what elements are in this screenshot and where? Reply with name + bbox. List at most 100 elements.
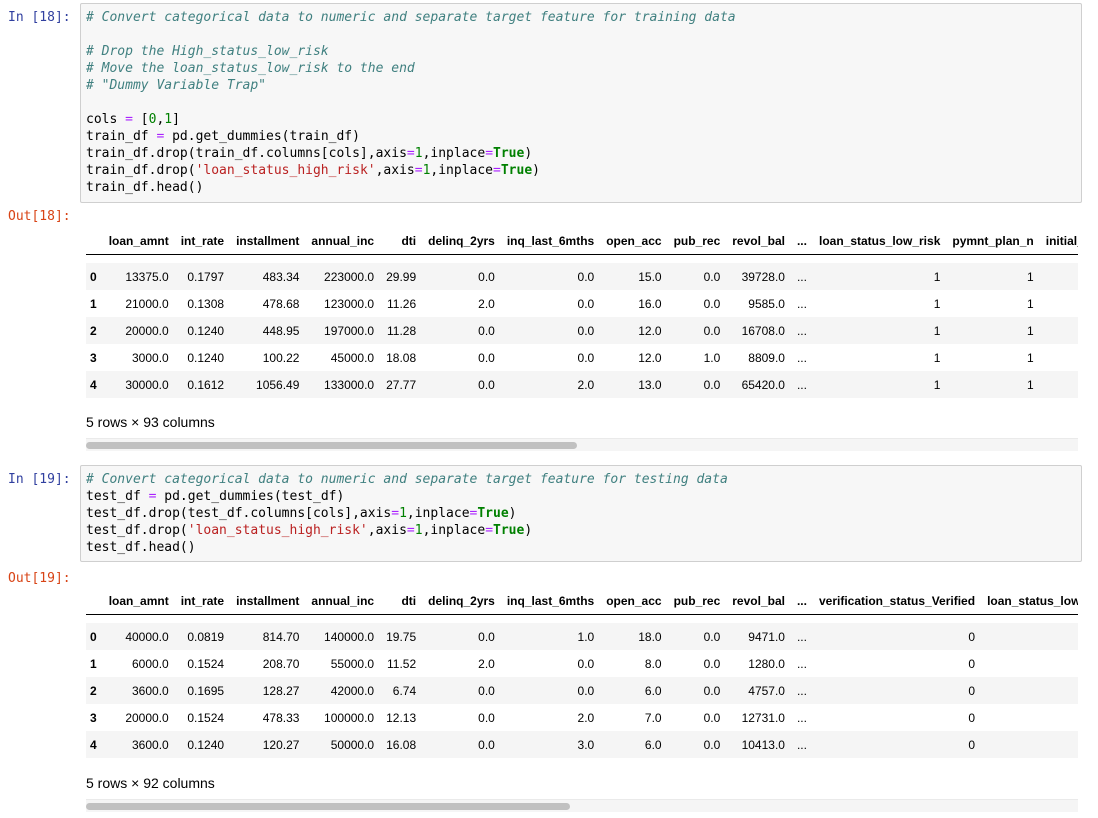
- code-line: test_df.drop(test_df.columns[cols],axis=…: [86, 505, 1076, 522]
- column-header: dti: [401, 234, 417, 248]
- table-cell: ...: [796, 323, 807, 338]
- table-cell: 50000.0: [330, 737, 375, 752]
- table-cell: 7.0: [644, 710, 662, 725]
- code-token: =: [493, 163, 501, 178]
- code-token: ,: [156, 112, 165, 127]
- table-cell: 1280.0: [748, 656, 785, 671]
- table-cell: 3600.0: [132, 737, 169, 752]
- table-row: 3 3000.0 0.1240 100.22 45000.0 18.08 0.0 0.0 12.…: [86, 344, 1078, 371]
- code-token: test_df.drop(: [86, 523, 188, 538]
- table-row: 3 20000.0 0.1524 478.33 100000.0 12.13 0.0 2.0 7…: [86, 704, 1078, 731]
- code-token: 1: [414, 523, 423, 538]
- table-cell: 0.0: [703, 737, 721, 752]
- code-token: cols: [86, 112, 126, 127]
- table-cell: 3600.0: [132, 683, 169, 698]
- code-token: =: [406, 146, 415, 161]
- table-cell: 1.0: [703, 350, 721, 365]
- code-token: # Convert categorical data to numeric an…: [86, 10, 736, 25]
- code-cell-input[interactable]: # Convert categorical data to numeric an…: [80, 465, 1082, 562]
- table-cell: 120.27: [262, 737, 300, 752]
- table-cell: 3000.0: [132, 350, 169, 365]
- table-cell: 0.0: [577, 350, 595, 365]
- table-cell: 483.34: [262, 269, 300, 284]
- horizontal-scrollbar[interactable]: [86, 438, 1078, 451]
- table-cell: 0.0: [703, 683, 721, 698]
- table-cell: 0: [968, 737, 976, 752]
- code-token: 1: [422, 163, 431, 178]
- table-cell: 12.0: [638, 323, 662, 338]
- table-cell: 0.0: [703, 323, 721, 338]
- code-token: train_df.drop(train_df.columns[cols],axi…: [86, 146, 407, 161]
- table-cell: 0.0: [703, 269, 721, 284]
- column-header: dti: [401, 594, 417, 608]
- code-token: =: [414, 163, 423, 178]
- table-cell: 0.1240: [187, 737, 225, 752]
- column-header: [86, 228, 103, 255]
- table-cell: 1: [933, 296, 941, 311]
- table-cell: 29.99: [386, 269, 417, 284]
- code-token: ,inplace: [406, 506, 470, 521]
- table-cell: 1: [1027, 269, 1034, 284]
- table-cell: 0.0: [577, 269, 595, 284]
- table-cell: 0.1797: [187, 269, 225, 284]
- table-cell: 0.1524: [187, 656, 225, 671]
- table-cell: 1: [933, 323, 941, 338]
- table-row: 0 40000.0 0.0819 814.70 140000.0 19.75 0.0 1.0 1…: [86, 623, 1078, 650]
- dataframe-shape-footer: 5 rows × 93 columns: [86, 414, 215, 430]
- table-cell: 0.0: [478, 377, 495, 392]
- table-cell: 1: [1027, 350, 1034, 365]
- code-token: ): [532, 163, 540, 178]
- table-cell: 55000.0: [330, 656, 375, 671]
- code-token: 0: [148, 112, 157, 127]
- output-prompt: Out[18]:: [8, 209, 71, 224]
- row-index: 2: [90, 683, 97, 698]
- table-cell: 0: [968, 683, 976, 698]
- dataframe-table: loan_amnt int_rate installment annual_inc dt…: [86, 588, 1078, 758]
- column-header: installment: [236, 234, 300, 248]
- table-cell: 0.1612: [187, 377, 225, 392]
- table-row: 4 3600.0 0.1240 120.27 50000.0 16.08 0.0 3.0 6.0…: [86, 731, 1078, 758]
- column-header: ...: [796, 594, 807, 608]
- table-cell: 0.0: [577, 656, 595, 671]
- code-token: # Convert categorical data to numeric an…: [86, 472, 728, 487]
- column-header: pub_rec: [673, 594, 721, 608]
- code-token: ,inplace: [422, 146, 486, 161]
- table-cell: 197000.0: [324, 323, 375, 338]
- table-cell: 0.0: [577, 683, 595, 698]
- row-index: 1: [90, 296, 97, 311]
- code-token: 1: [414, 146, 423, 161]
- code-token: train_df.drop(: [86, 163, 196, 178]
- code-token: test_df: [86, 489, 149, 504]
- table-cell: 2.0: [577, 377, 595, 392]
- scrollbar-thumb[interactable]: [86, 442, 578, 449]
- code-token: True: [493, 146, 525, 161]
- table-cell: 0.0: [577, 323, 595, 338]
- table-cell: [981, 704, 1078, 731]
- table-cell: 4757.0: [748, 683, 785, 698]
- table-cell: 12.0: [638, 350, 662, 365]
- code-line: [86, 94, 1076, 111]
- table-cell: 1056.49: [256, 377, 300, 392]
- table-cell: 0.0: [478, 323, 495, 338]
- table-cell: 18.0: [638, 629, 662, 644]
- table-cell: 123000.0: [324, 296, 375, 311]
- code-token: ,axis: [367, 523, 407, 538]
- column-header: int_rate: [180, 594, 225, 608]
- horizontal-scrollbar[interactable]: [86, 799, 1078, 812]
- column-header: delinq_2yrs: [428, 234, 495, 248]
- code-line: # Move the loan_status_low_risk to the e…: [86, 60, 1076, 77]
- code-token: [: [132, 112, 149, 127]
- column-header: loan_amnt: [108, 594, 169, 608]
- input-prompt: In [19]:: [8, 472, 71, 487]
- table-cell: 11.26: [387, 296, 417, 311]
- code-cell-input[interactable]: # Convert categorical data to numeric an…: [80, 3, 1082, 203]
- code-line: cols = [0,1]: [86, 111, 1076, 128]
- table-cell: 814.70: [262, 629, 300, 644]
- table-cell: [981, 731, 1078, 758]
- column-header: annual_inc: [311, 594, 375, 608]
- table-cell: 0.0: [703, 656, 721, 671]
- input-prompt: In [18]:: [8, 10, 71, 25]
- scrollbar-thumb[interactable]: [86, 803, 571, 810]
- column-header: initial_li: [1045, 234, 1078, 248]
- table-cell: 11.28: [387, 323, 417, 338]
